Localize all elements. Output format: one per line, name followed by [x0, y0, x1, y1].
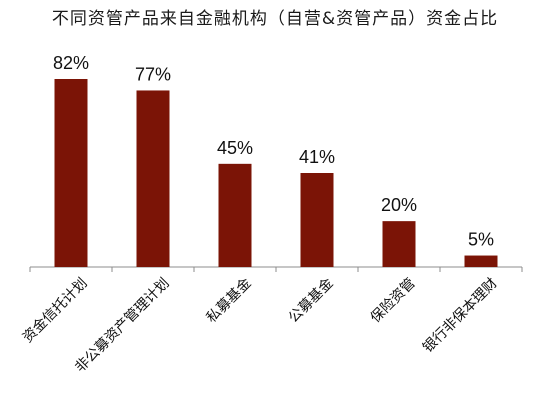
x-axis-ticks	[29, 267, 523, 272]
bar	[382, 221, 416, 267]
data-label: 5%	[468, 230, 494, 250]
bar	[136, 90, 170, 268]
data-labels: 82% 77% 45% 41% 20% 5%	[53, 53, 494, 250]
data-label: 41%	[299, 147, 335, 167]
category-label: 非公募资产管理计划	[72, 275, 172, 375]
category-label: 银行非保本理财	[420, 275, 501, 356]
bar	[218, 163, 252, 267]
data-label: 45%	[217, 138, 253, 158]
bars	[54, 79, 498, 268]
category-label: 资金信托计划	[20, 275, 91, 346]
data-label: 82%	[53, 53, 89, 73]
category-label: 公募基金	[285, 275, 337, 327]
bar	[464, 255, 498, 267]
chart-title: 不同资管产品来自金融机构（自营&资管产品）资金占比	[51, 9, 499, 29]
bar	[54, 79, 88, 267]
bar	[300, 173, 334, 267]
data-label: 20%	[381, 195, 417, 215]
category-label: 私募基金	[203, 275, 255, 327]
category-label: 保险资管	[368, 275, 419, 326]
data-label: 77%	[135, 64, 171, 84]
